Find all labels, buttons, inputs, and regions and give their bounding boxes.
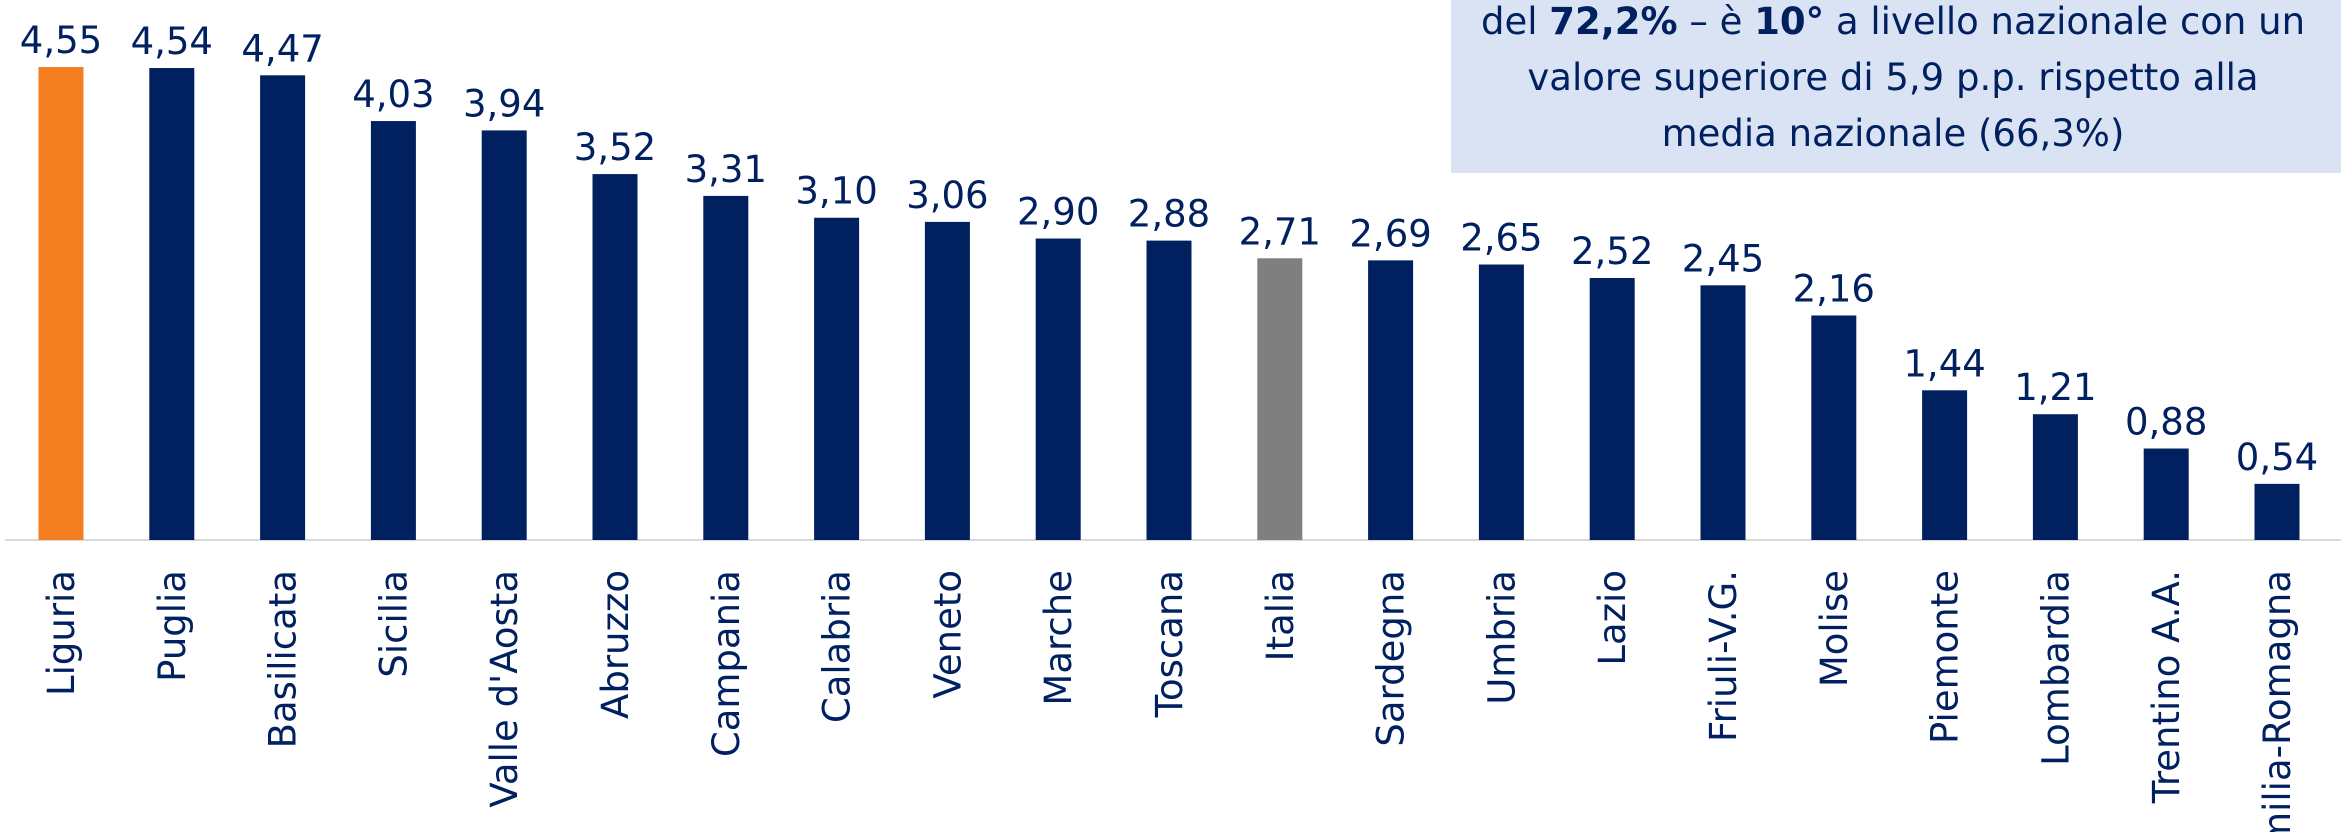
data-label: 3,06: [906, 174, 988, 217]
annotation-text: del: [1481, 0, 1549, 43]
bar: [1035, 238, 1081, 540]
x-tick-label: Calabria: [816, 570, 859, 723]
annotation-line: valore superiore di 5,9 p.p. rispetto al…: [1527, 56, 2258, 99]
data-label: 0,88: [2125, 401, 2207, 444]
bar: [1700, 285, 1746, 540]
annotation-text: – è: [1678, 0, 1755, 43]
data-label: 4,47: [241, 27, 323, 70]
bar: [481, 130, 527, 540]
bar: [924, 221, 970, 540]
x-tick-label: Italia: [1259, 570, 1302, 661]
bar: [1146, 240, 1192, 540]
data-label: 1,44: [1903, 342, 1985, 385]
x-tick-label: Lazio: [1591, 570, 1634, 666]
data-label: 2,65: [1460, 217, 1542, 260]
data-label: 3,10: [795, 170, 877, 213]
bar: [814, 217, 860, 540]
x-tick-label: Trentino A.A.: [2145, 570, 2188, 804]
x-tick-label: Friuli-V.G.: [1702, 570, 1745, 742]
x-tick-label: Basilicata: [262, 570, 305, 748]
x-tick-label: Marche: [1037, 570, 1080, 706]
annotation-text: media nazionale (66,3%): [1662, 112, 2125, 155]
x-tick-label: Veneto: [926, 570, 969, 699]
x-tick-label: Sicilia: [372, 570, 415, 678]
x-tick-label: Umbria: [1480, 570, 1523, 705]
x-tick-label: Toscana: [1148, 570, 1191, 718]
bar: [1478, 264, 1524, 540]
x-tick-label: Liguria: [40, 570, 83, 696]
x-tick-label: Sardegna: [1370, 570, 1413, 747]
data-label: 2,45: [1682, 237, 1764, 280]
bar: [260, 75, 306, 541]
bar: [703, 195, 749, 540]
data-label: 4,03: [352, 73, 434, 116]
annotation-text: 72,2%: [1549, 0, 1677, 43]
bar: [149, 68, 195, 541]
x-tick-label: Molise: [1813, 570, 1856, 687]
bar: [38, 67, 84, 540]
data-label: 1,21: [2014, 366, 2096, 409]
x-tick-label: Abruzzo: [594, 570, 637, 719]
annotation-text: a livello nazionale con un: [1824, 0, 2305, 43]
annotation-text: 10°: [1754, 0, 1824, 43]
data-label: 2,88: [1128, 193, 1210, 236]
data-label: 2,16: [1793, 267, 1875, 310]
data-label: 3,52: [574, 126, 656, 169]
data-label: 2,71: [1239, 210, 1321, 253]
x-tick-label: Campania: [705, 570, 748, 757]
bar: [2143, 448, 2189, 540]
data-label: 4,54: [131, 20, 213, 63]
data-label: 0,54: [2236, 436, 2318, 479]
x-tick-label: Emilia-Romagna: [2256, 570, 2299, 832]
annotation-text: valore superiore di 5,9 p.p. rispetto al…: [1527, 56, 2258, 99]
data-label: 3,31: [685, 148, 767, 191]
bar: [2032, 414, 2078, 540]
data-label: 2,52: [1571, 230, 1653, 273]
bar: [1811, 315, 1857, 540]
bar: [592, 174, 638, 541]
data-label: 4,55: [20, 19, 102, 62]
annotation-box: [1451, 0, 2341, 173]
data-label: 3,94: [463, 82, 545, 125]
x-tick-label: Valle d'Aosta: [483, 570, 526, 808]
x-tick-label: Lombardia: [2034, 570, 2077, 766]
bar: [1922, 390, 1968, 540]
x-tick-label: Puglia: [151, 570, 194, 682]
data-label: 2,69: [1349, 212, 1431, 255]
bar: [1368, 260, 1414, 540]
data-label: 2,90: [1017, 191, 1099, 234]
bar: [1589, 278, 1635, 540]
bar: [370, 121, 416, 541]
annotation-line: media nazionale (66,3%): [1662, 112, 2125, 155]
bar: [2254, 483, 2300, 540]
x-tick-label: Piemonte: [1924, 570, 1967, 744]
bar: [1257, 258, 1303, 540]
annotation-line: del 72,2% – è 10° a livello nazionale co…: [1481, 0, 2305, 43]
